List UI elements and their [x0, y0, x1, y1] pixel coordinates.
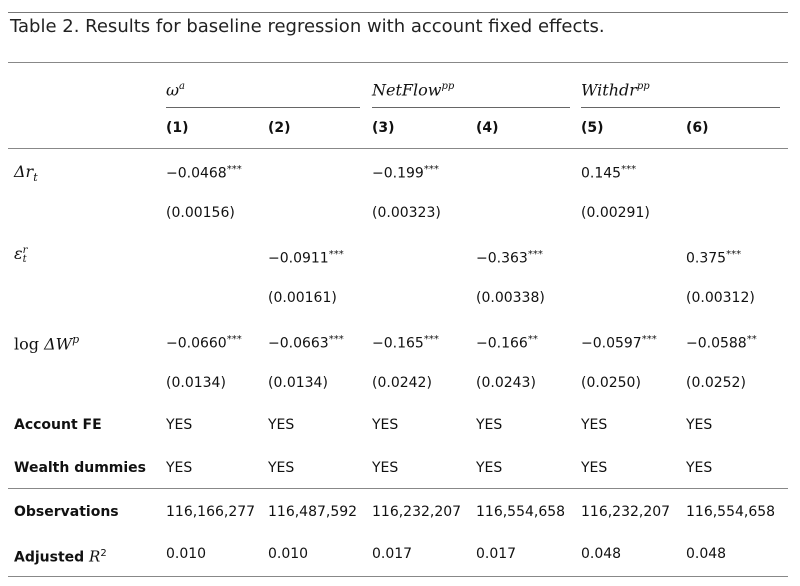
- se-logdw-6: (0.0252): [686, 375, 746, 391]
- column-header-3: (3): [372, 120, 395, 136]
- adjr2-1: 0.010: [166, 546, 207, 562]
- group-header-omega: ωa: [166, 80, 186, 100]
- group-header-withdr: Withdrpp: [581, 80, 650, 100]
- row-label-account-fe: Account FE: [14, 417, 102, 433]
- account-fe-2: YES: [268, 417, 295, 433]
- wealth-6: YES: [686, 460, 713, 476]
- row-label-delta-r: Δrt: [14, 162, 38, 185]
- wealth-3: YES: [372, 460, 399, 476]
- adjr2-4: 0.017: [476, 546, 517, 562]
- group-header-netflow: NetFlowpp: [372, 80, 455, 100]
- column-header-6: (6): [686, 120, 709, 136]
- se-dr-5: (0.00291): [581, 205, 650, 221]
- adjr2-6: 0.048: [686, 546, 727, 562]
- bottom-rule: [8, 576, 788, 577]
- se-dr-3: (0.00323): [372, 205, 441, 221]
- top-rule: [8, 12, 788, 13]
- coef-dr-5: 0.145***: [581, 164, 637, 182]
- coef-eps-6: 0.375***: [686, 249, 742, 267]
- row-label-observations: Observations: [14, 504, 119, 520]
- column-header-5: (5): [581, 120, 604, 136]
- obs-6: 116,554,658: [686, 504, 776, 520]
- account-fe-6: YES: [686, 417, 713, 433]
- coef-eps-4: −0.363***: [476, 249, 543, 267]
- header-rule: [8, 62, 788, 63]
- stats-rule: [8, 488, 788, 489]
- group-rule-netflow: [372, 107, 570, 108]
- body-rule: [8, 148, 788, 149]
- obs-3: 116,232,207: [372, 504, 462, 520]
- adjr2-2: 0.010: [268, 546, 309, 562]
- table-caption: Table 2. Results for baseline regression…: [10, 16, 605, 37]
- row-label-log-delta-w: log ΔWp: [14, 333, 80, 354]
- coef-dr-1: −0.0468***: [166, 164, 242, 182]
- se-eps-4: (0.00338): [476, 290, 545, 306]
- coef-logdw-5: −0.0597***: [581, 334, 657, 352]
- account-fe-5: YES: [581, 417, 608, 433]
- column-header-1: (1): [166, 120, 189, 136]
- se-logdw-5: (0.0250): [581, 375, 641, 391]
- coef-eps-2: −0.0911***: [268, 249, 344, 267]
- wealth-4: YES: [476, 460, 503, 476]
- adjr2-3: 0.017: [372, 546, 413, 562]
- account-fe-1: YES: [166, 417, 193, 433]
- wealth-2: YES: [268, 460, 295, 476]
- column-header-4: (4): [476, 120, 499, 136]
- se-logdw-1: (0.0134): [166, 375, 226, 391]
- wealth-5: YES: [581, 460, 608, 476]
- coef-logdw-6: −0.0588**: [686, 334, 757, 352]
- obs-1: 116,166,277: [166, 504, 256, 520]
- coef-logdw-1: −0.0660***: [166, 334, 242, 352]
- row-label-wealth-dummies: Wealth dummies: [14, 460, 147, 476]
- wealth-1: YES: [166, 460, 193, 476]
- obs-4: 116,554,658: [476, 504, 566, 520]
- obs-5: 116,232,207: [581, 504, 671, 520]
- row-label-adjusted-r2: Adjusted R2: [14, 547, 107, 566]
- coef-logdw-4: −0.166**: [476, 334, 538, 352]
- adjr2-5: 0.048: [581, 546, 622, 562]
- group-rule-withdr: [581, 107, 780, 108]
- coef-dr-3: −0.199***: [372, 164, 439, 182]
- group-rule-omega: [166, 107, 360, 108]
- coef-logdw-3: −0.165***: [372, 334, 439, 352]
- se-eps-2: (0.00161): [268, 290, 337, 306]
- se-eps-6: (0.00312): [686, 290, 755, 306]
- account-fe-3: YES: [372, 417, 399, 433]
- column-header-2: (2): [268, 120, 291, 136]
- se-logdw-4: (0.0243): [476, 375, 536, 391]
- se-dr-1: (0.00156): [166, 205, 235, 221]
- account-fe-4: YES: [476, 417, 503, 433]
- coef-logdw-2: −0.0663***: [268, 334, 344, 352]
- se-logdw-3: (0.0242): [372, 375, 432, 391]
- se-logdw-2: (0.0134): [268, 375, 328, 391]
- obs-2: 116,487,592: [268, 504, 358, 520]
